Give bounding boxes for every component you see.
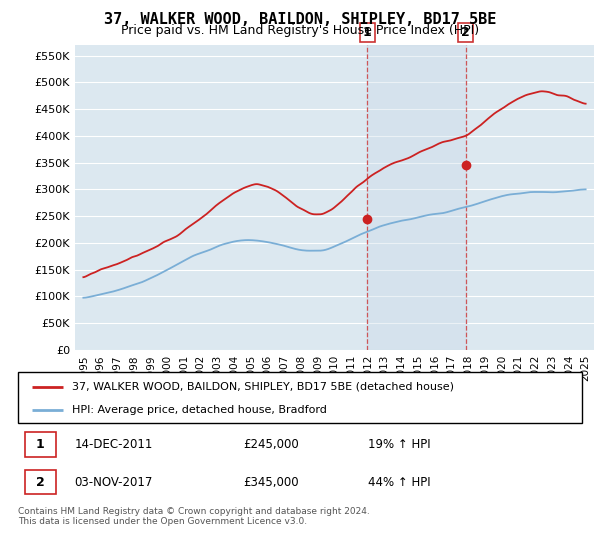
- Text: 37, WALKER WOOD, BAILDON, SHIPLEY, BD17 5BE (detached house): 37, WALKER WOOD, BAILDON, SHIPLEY, BD17 …: [71, 381, 454, 391]
- Bar: [25, 432, 56, 456]
- Text: 1: 1: [363, 26, 371, 39]
- Text: 03-NOV-2017: 03-NOV-2017: [74, 476, 153, 489]
- Text: 19% ↑ HPI: 19% ↑ HPI: [368, 438, 430, 451]
- Text: 44% ↑ HPI: 44% ↑ HPI: [368, 476, 430, 489]
- Text: 2: 2: [461, 26, 470, 39]
- Text: Price paid vs. HM Land Registry's House Price Index (HPI): Price paid vs. HM Land Registry's House …: [121, 24, 479, 36]
- Text: £345,000: £345,000: [244, 476, 299, 489]
- Text: 37, WALKER WOOD, BAILDON, SHIPLEY, BD17 5BE: 37, WALKER WOOD, BAILDON, SHIPLEY, BD17 …: [104, 12, 496, 27]
- Text: 2: 2: [35, 476, 44, 489]
- Bar: [25, 470, 56, 494]
- Text: HPI: Average price, detached house, Bradford: HPI: Average price, detached house, Brad…: [71, 405, 326, 415]
- Text: £245,000: £245,000: [244, 438, 299, 451]
- Text: 14-DEC-2011: 14-DEC-2011: [74, 438, 153, 451]
- Text: Contains HM Land Registry data © Crown copyright and database right 2024.
This d: Contains HM Land Registry data © Crown c…: [18, 507, 370, 526]
- Bar: [367, 45, 466, 350]
- Text: 1: 1: [35, 438, 44, 451]
